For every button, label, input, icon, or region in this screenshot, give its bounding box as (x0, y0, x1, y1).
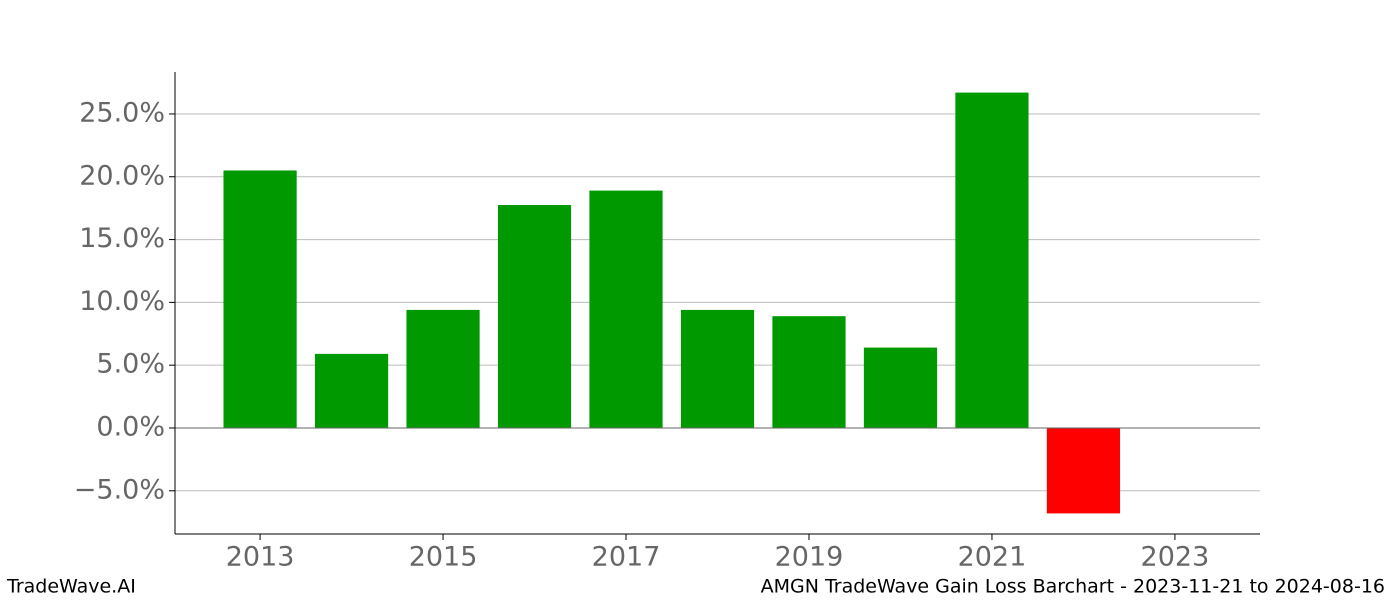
footer-right: AMGN TradeWave Gain Loss Barchart - 2023… (761, 576, 1385, 598)
y-tick-label: −5.0% (74, 474, 165, 505)
x-tick-label: 2021 (958, 542, 1027, 573)
y-tick-label: 10.0% (79, 286, 165, 317)
y-tick-label: 5.0% (96, 349, 165, 380)
bar (314, 353, 389, 428)
x-tick-label: 2013 (226, 542, 295, 573)
x-tick-label: 2015 (409, 542, 478, 573)
bar (223, 170, 297, 428)
bar (406, 309, 480, 428)
bar (680, 309, 755, 428)
y-tick-label: 0.0% (96, 411, 165, 442)
bar (955, 92, 1029, 428)
bar (589, 190, 663, 428)
x-tick-label: 2023 (1141, 542, 1210, 573)
bar (497, 205, 572, 428)
x-tick-label: 2019 (775, 542, 844, 573)
bar (1046, 427, 1121, 514)
y-tick-label: 20.0% (79, 160, 165, 191)
y-tick-label: 15.0% (79, 223, 165, 254)
footer-left: TradeWave.AI (6, 576, 136, 598)
bar (863, 347, 938, 428)
bar (772, 316, 846, 428)
x-tick-label: 2017 (592, 542, 661, 573)
y-tick-label: 25.0% (79, 97, 165, 128)
